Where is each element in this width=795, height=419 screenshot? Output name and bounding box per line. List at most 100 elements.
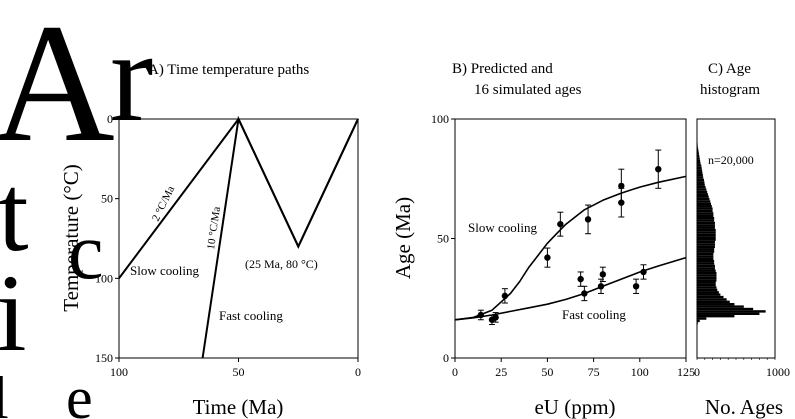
panel-b-title-line2: 16 simulated ages bbox=[474, 82, 582, 98]
panel-c-histogram-bar bbox=[697, 276, 717, 280]
panel-c-histogram-bar bbox=[697, 181, 705, 184]
panel-b-point-marker bbox=[640, 268, 647, 276]
panel-c-histogram-bar bbox=[697, 286, 717, 289]
panel-c-histogram-bar bbox=[697, 224, 715, 227]
panel-b-data-point bbox=[501, 288, 509, 304]
panel-c-histogram-bar bbox=[697, 255, 714, 258]
panel-b-point-marker bbox=[492, 314, 499, 321]
panel-b-fast-cooling-label: Fast cooling bbox=[562, 307, 626, 322]
panel-c-histogram-bar bbox=[697, 164, 702, 167]
panel-c-histogram-bar bbox=[697, 238, 716, 241]
panel-c-histogram-bar bbox=[697, 176, 704, 179]
panel-c-title-line1: C) Age bbox=[708, 61, 751, 77]
panel-c-histogram-bar bbox=[697, 310, 766, 313]
panel-a-slow-cooling-label: Slow cooling bbox=[130, 263, 199, 278]
panel-b-point-marker bbox=[544, 254, 551, 261]
watermark-letter-t: t bbox=[0, 152, 29, 274]
panel-b-data-point bbox=[618, 187, 625, 218]
watermark-letter-i: i bbox=[0, 252, 27, 374]
panel-b-point-marker bbox=[581, 290, 588, 297]
panel-c-histogram-bar bbox=[697, 197, 710, 201]
panel-b-x-tick-label: 0 bbox=[452, 365, 458, 379]
panel-c-histogram-bar bbox=[697, 200, 711, 203]
panel-b-data-point bbox=[477, 309, 485, 321]
panel-c-histogram-bar bbox=[697, 267, 715, 270]
panel-c-histogram-bar bbox=[697, 183, 705, 186]
panel-c-histogram-bar bbox=[697, 202, 712, 206]
panel-c-x-axis-label: No. Ages bbox=[705, 395, 783, 419]
panel-c-histogram-bar bbox=[697, 147, 699, 151]
panel-b-data-point bbox=[492, 312, 499, 323]
panel-a-y-axis-label: Temperature (°C) bbox=[59, 164, 83, 311]
panel-c-histogram-bar bbox=[697, 157, 700, 160]
panel-c-histogram-bar bbox=[697, 214, 714, 217]
panel-c-histogram-bar bbox=[697, 142, 698, 146]
panel-c-histogram-bar bbox=[697, 271, 717, 275]
panel-b-x-tick-label: 50 bbox=[541, 365, 553, 379]
panel-b-ticks: 0 25 50 75 100 125 0 50 100 bbox=[431, 112, 695, 379]
panel-b-slow-cooling-curve bbox=[454, 175, 687, 321]
panel-a-rate-fast: 10 °C/Ma bbox=[205, 206, 223, 251]
panel-c-histogram-bar bbox=[697, 295, 724, 299]
panel-c-title-line2: histogram bbox=[700, 82, 760, 98]
panel-b-title-line1: B) Predicted and bbox=[452, 61, 553, 77]
panel-a-title: A) Time temperature paths bbox=[148, 62, 309, 78]
panel-c-histogram-bar bbox=[697, 169, 703, 172]
panel-c-histogram-bar bbox=[697, 307, 754, 311]
panel-b-y-tick-label: 100 bbox=[431, 112, 449, 126]
panel-c-histogram-bar bbox=[697, 264, 715, 268]
panel-a-x-tick-label: 50 bbox=[233, 365, 245, 379]
panel-b-point-marker bbox=[655, 165, 662, 173]
panel-c-histogram-bar bbox=[697, 314, 735, 318]
panel-b-curves bbox=[454, 175, 687, 321]
panel-c-histogram-bar bbox=[697, 322, 698, 325]
panel-b-x-axis-label: eU (ppm) bbox=[534, 395, 615, 419]
panel-c-histogram-bar bbox=[697, 205, 712, 208]
panel-c-histogram-bar bbox=[697, 240, 715, 244]
panel-c-histogram-bar bbox=[697, 216, 715, 220]
panel-c-histogram-bar bbox=[697, 317, 707, 320]
panel-c-histogram-bar bbox=[697, 305, 744, 308]
panel-c-x-tick-label: 1000 bbox=[766, 365, 790, 379]
panel-c-histogram-bar bbox=[697, 226, 715, 229]
panel-a-y-tick-label: 150 bbox=[95, 351, 113, 365]
panel-a-y-tick-label: 0 bbox=[107, 112, 113, 126]
panel-a-point-label: (25 Ma, 80 °C) bbox=[245, 257, 318, 271]
panel-b-x-tick-label: 100 bbox=[631, 365, 649, 379]
panel-c-histogram-bar bbox=[697, 279, 717, 282]
panel-b-point-marker bbox=[477, 311, 485, 319]
panel-c-bars bbox=[697, 135, 766, 325]
panel-c-histogram-bar bbox=[697, 152, 699, 155]
panel-b-frame bbox=[454, 118, 687, 359]
panel-c-histogram-bar bbox=[697, 188, 707, 191]
panel-c-histogram-bar bbox=[697, 231, 716, 234]
panel-b-data-point bbox=[577, 271, 584, 287]
panel-c-histogram-bar bbox=[697, 250, 715, 253]
panel-c-histogram-bar bbox=[697, 209, 713, 213]
watermark: A r t i c l e bbox=[0, 0, 153, 419]
panel-c-histogram-bar bbox=[697, 288, 718, 292]
panel-c-histogram-bar bbox=[697, 195, 709, 198]
panel-a-x-axis-label: Time (Ma) bbox=[193, 395, 284, 419]
watermark-letter-e: e bbox=[66, 365, 93, 419]
panel-c-histogram-bar bbox=[697, 248, 715, 251]
panel-a-y-tick-label: 50 bbox=[101, 192, 113, 206]
panel-a-fast-cooling-path bbox=[201, 115, 359, 359]
panel-b-slow-cooling-label: Slow cooling bbox=[468, 220, 537, 235]
panel-c-histogram-bar bbox=[697, 252, 714, 256]
panel-c-histogram-bar bbox=[697, 233, 716, 237]
panel-c-histogram-bar bbox=[697, 260, 715, 263]
panel-a-x-tick-label: 100 bbox=[110, 365, 128, 379]
panel-b-point-marker bbox=[632, 283, 640, 290]
panel-c-histogram-bar bbox=[697, 166, 702, 170]
panel-c-histogram-bar bbox=[697, 300, 730, 304]
panel-c-histogram-bar bbox=[697, 228, 716, 232]
panel-c-histogram-bar bbox=[697, 293, 721, 296]
panel-b-data-point bbox=[655, 149, 662, 189]
panel-b-point-marker bbox=[618, 182, 625, 190]
panel-c-histogram-bar bbox=[697, 291, 719, 294]
panel-c-histogram-bar bbox=[697, 243, 715, 246]
panel-a-y-tick-label: 100 bbox=[95, 271, 113, 285]
panel-c-age-histogram: C) Age histogram 0 1000 n=20,000 No. Ages bbox=[694, 61, 790, 419]
